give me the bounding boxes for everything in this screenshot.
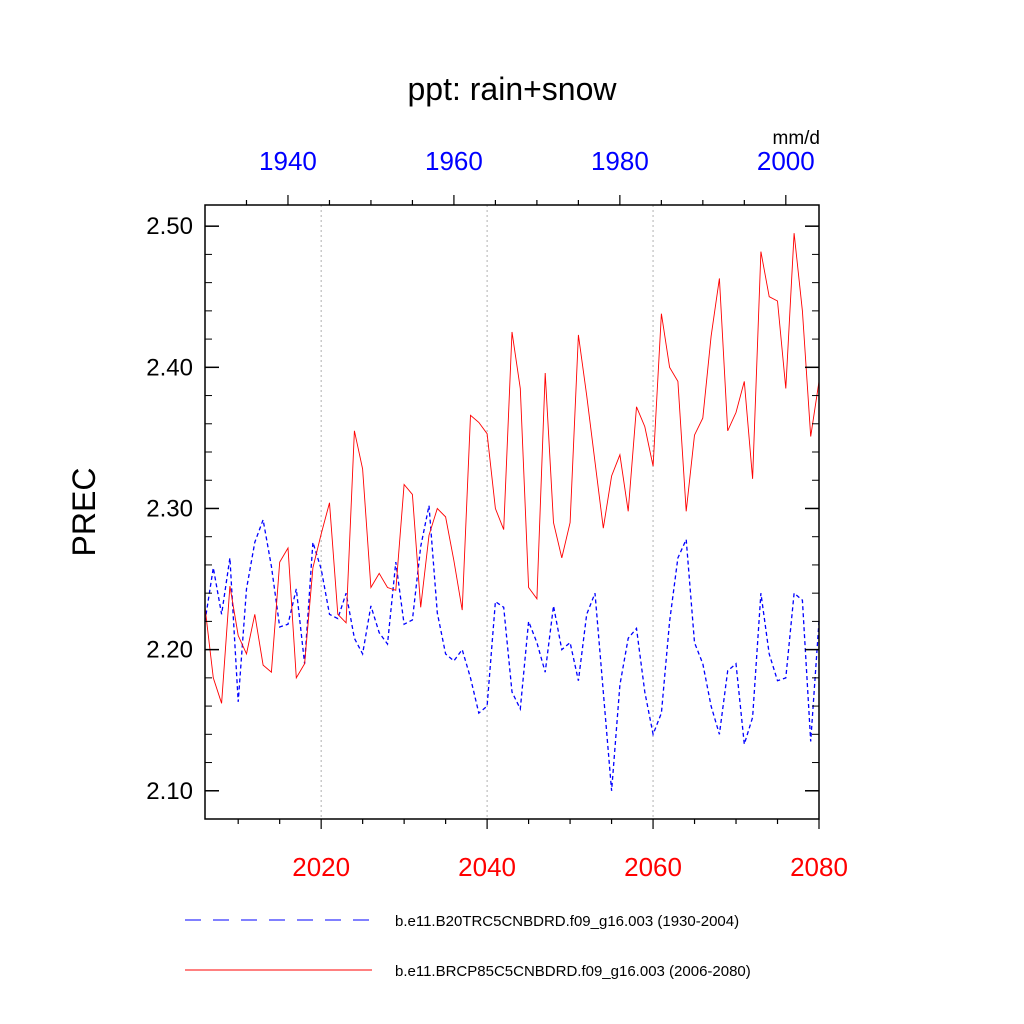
plot-frame [204,204,820,820]
y-axis-label: PREC [66,468,102,557]
y-tick-label: 2.50 [146,213,193,240]
series-line-1 [204,233,820,704]
x-bottom-tick-label: 2060 [624,852,682,882]
x-top-tick-label: 2000 [757,146,815,176]
legend-label-rcp85: b.e11.BRCP85C5CNBDRD.f09_g16.003 (2006-2… [395,963,751,980]
y-tick-label: 2.30 [146,495,193,522]
x-bottom-tick-label: 2080 [790,852,848,882]
legend-label-historical: b.e11.B20TRC5CNBDRD.f09_g16.003 (1930-20… [395,913,739,930]
legend: b.e11.B20TRC5CNBDRD.f09_g16.003 (1930-20… [185,913,751,980]
x-top-tick-label: 1940 [259,146,317,176]
x-bottom-tick-label: 2040 [458,852,516,882]
y-tick-label: 2.20 [146,637,193,664]
units-label: mm/d [773,128,821,149]
y-tick-label: 2.40 [146,354,193,381]
y-tick-label: 2.10 [146,778,193,805]
chart-title: ppt: rain+snow [407,71,617,107]
x-top-tick-label: 1960 [425,146,483,176]
x-top-tick-label: 1980 [591,146,649,176]
x-bottom-tick-label: 2020 [292,852,350,882]
series-line-0 [204,505,820,791]
